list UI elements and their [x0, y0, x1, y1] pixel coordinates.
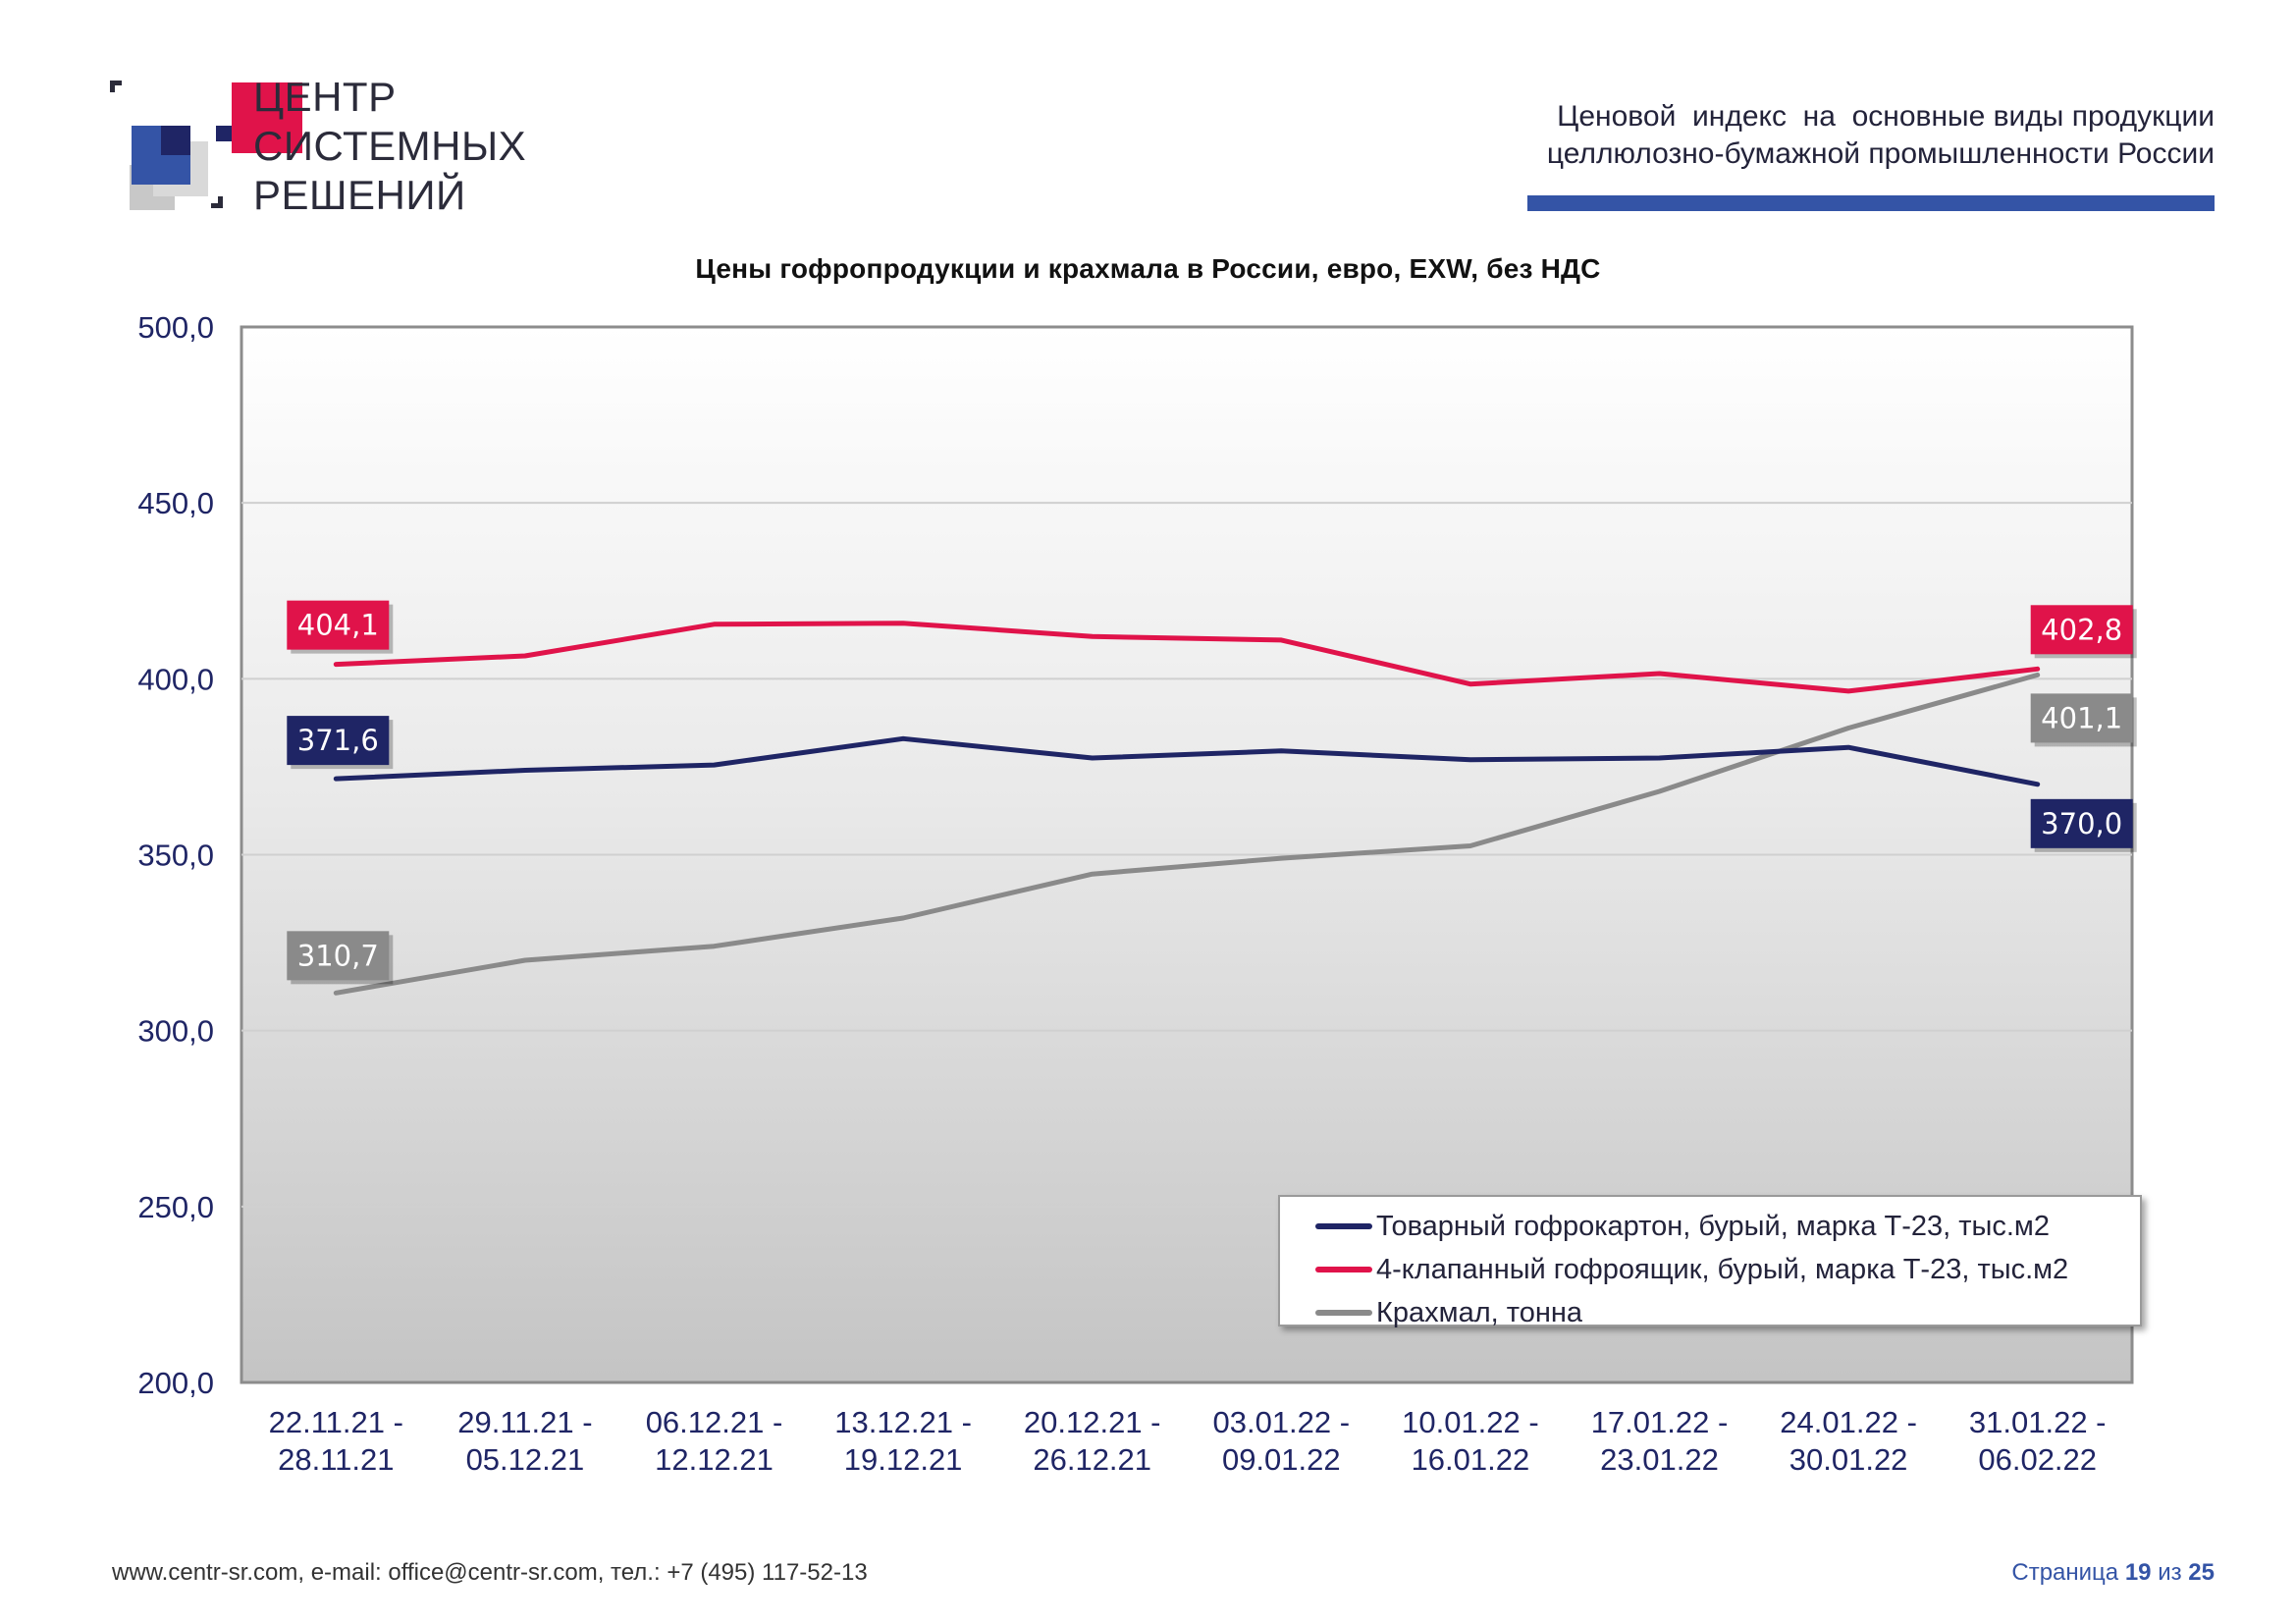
legend-label: Товарный гофрокартон, бурый, марка Т-23,…: [1376, 1210, 2051, 1242]
chart-title: Цены гофропродукции и крахмала в России,…: [695, 253, 1601, 284]
data-label-text: 404,1: [297, 609, 379, 642]
document-title-line-1: Ценовой индекс на основные виды продукци…: [1557, 100, 2215, 133]
label-box: [287, 600, 390, 650]
x-tick-label: 06.12.21 -12.12.21: [646, 1405, 783, 1477]
series-line: [333, 621, 2041, 694]
logo-wordmark: ЦЕНТР СИСТЕМНЫХ РЕШЕНИЙ: [253, 73, 548, 220]
y-tick-label: 450,0: [137, 486, 214, 520]
x-tick-label: 22.11.21 -28.11.21: [269, 1405, 403, 1477]
page-current: 19: [2124, 1559, 2152, 1586]
price-line-chart: 200,0 250,0 300,0 350,0 400,0 450,0 500,0 22.1…: [137, 310, 2137, 1477]
label-box: [2030, 798, 2133, 848]
data-label-text: 402,8: [2041, 613, 2122, 646]
x-tick-label: 29.11.21 -05.12.21: [457, 1405, 592, 1477]
data-label-text: 401,1: [2041, 701, 2122, 734]
x-tick-label: 13.12.21 -19.12.21: [834, 1405, 972, 1477]
x-tick-label: 31.01.22 -06.02.22: [1969, 1405, 2107, 1477]
series-line: [333, 672, 2041, 996]
logo-line-2: СИСТЕМНЫХ: [253, 123, 527, 169]
x-tick-label: 24.01.22 -30.01.22: [1780, 1405, 1917, 1477]
footer-contacts: www.centr-sr.com, e-mail: office@centr-s…: [112, 1559, 868, 1586]
data-label-last: 401,1: [2030, 693, 2137, 747]
y-tick-label: 400,0: [137, 662, 214, 696]
data-label-first: 310,7: [287, 931, 394, 985]
data-label-text: 371,6: [297, 724, 379, 757]
logo-line-3: РЕШЕНИЙ: [253, 172, 466, 218]
legend-item: 4-клапанный гофроящик, бурый, марка Т-23…: [1280, 1248, 2140, 1291]
y-tick-label: 250,0: [137, 1190, 214, 1224]
label-box: [287, 931, 390, 981]
header-accent-bar: [1527, 195, 2215, 211]
x-tick-label: 20.12.21 -26.12.21: [1024, 1405, 1161, 1477]
y-tick-label: 350,0: [137, 839, 214, 873]
legend-label: 4-клапанный гофроящик, бурый, марка Т-23…: [1376, 1253, 2069, 1285]
legend-item: Крахмал, тонна: [1280, 1291, 2140, 1334]
data-label-last: 370,0: [2030, 798, 2137, 852]
company-logo: [110, 81, 302, 210]
y-tick-label: 300,0: [137, 1014, 214, 1049]
legend-swatch-gray: [1315, 1310, 1372, 1316]
series-line: [333, 735, 2041, 787]
data-label-text: 370,0: [2041, 807, 2122, 840]
logo-line-1: ЦЕНТР: [253, 74, 397, 120]
page-separator: из: [2158, 1559, 2182, 1586]
label-box: [2030, 605, 2133, 655]
legend-swatch-navy: [1315, 1223, 1372, 1229]
legend-label: Крахмал, тонна: [1376, 1296, 1582, 1328]
y-tick-label: 500,0: [137, 310, 214, 345]
data-label-first: 404,1: [287, 600, 394, 654]
chart-legend: Товарный гофрокартон, бурый, марка Т-23,…: [1278, 1195, 2142, 1328]
page-number: Страница 19 из 25: [2011, 1559, 2215, 1587]
page-total: 25: [2188, 1559, 2215, 1586]
x-tick-label: 17.01.22 -23.01.22: [1591, 1405, 1729, 1477]
document-title-line-2: целлюлозно-бумажной промышленности Росси…: [1546, 137, 2215, 170]
y-tick-label: 200,0: [137, 1366, 214, 1400]
legend-item: Товарный гофрокартон, бурый, марка Т-23,…: [1280, 1205, 2140, 1248]
legend-swatch-red: [1315, 1267, 1372, 1272]
data-label-first: 371,6: [287, 716, 394, 770]
page-prefix: Страница: [2011, 1559, 2119, 1586]
data-label-text: 310,7: [297, 939, 379, 972]
data-label-last: 402,8: [2030, 605, 2137, 659]
label-box: [287, 716, 390, 766]
label-box: [2030, 693, 2133, 743]
document-title: Ценовой индекс на основные виды продукци…: [1468, 98, 2215, 173]
x-tick-label: 10.01.22 -16.01.22: [1402, 1405, 1539, 1477]
x-tick-label: 03.01.22 -09.01.22: [1212, 1405, 1350, 1477]
